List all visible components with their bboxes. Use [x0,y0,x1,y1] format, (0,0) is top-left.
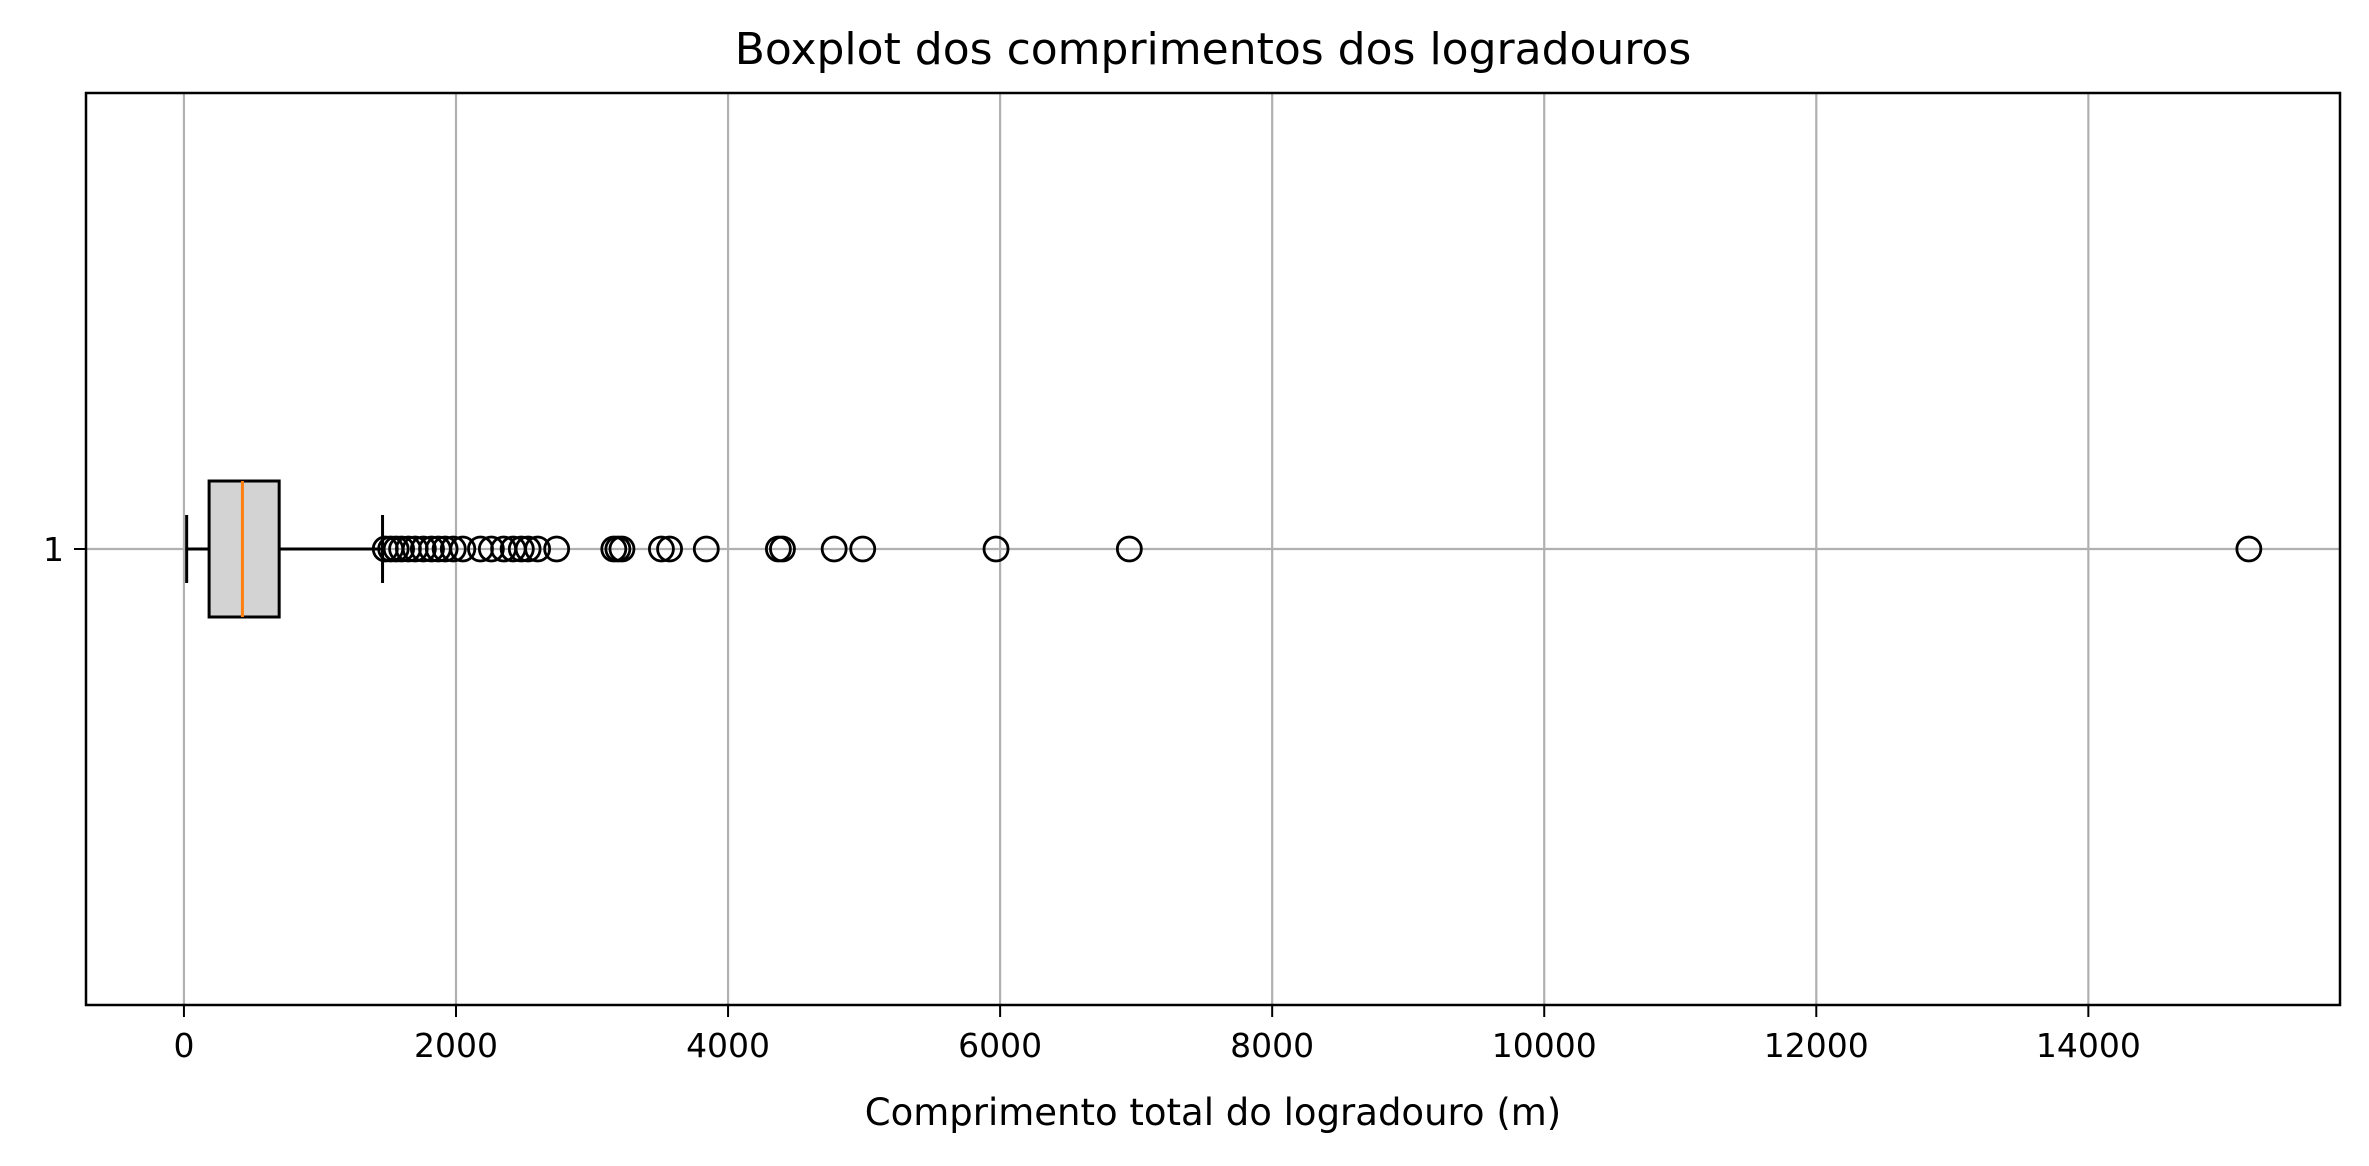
outlier-point [820,535,848,563]
chart-title: Boxplot dos comprimentos dos logradouros [735,24,1692,75]
outlier-point [388,535,415,563]
axis-ticks: 0 2000 4000 6000 8000 10000 12000 14000 1 [43,530,2141,1065]
box-elements [185,479,385,619]
outlier-point [507,535,535,563]
x-tick-label: 4000 [686,1026,770,1065]
outlier-point [514,535,542,563]
outlier-point [418,535,445,563]
x-tick-label: 14000 [2036,1026,2141,1065]
outlier-point [409,535,437,563]
outlier-point [543,535,571,563]
outlier-point [769,535,796,563]
outlier-point [648,535,675,563]
grid-lines [86,93,2340,1005]
outlier-point [524,535,552,563]
x-tick-label: 8000 [1230,1026,1314,1065]
outlier-point [477,535,505,563]
x-tick-label: 10000 [1492,1026,1597,1065]
x-tick-label: 2000 [414,1026,498,1065]
iqr-box [207,479,281,619]
outlier-point [656,535,683,563]
x-tick-label: 6000 [958,1026,1042,1065]
x-axis-label: Comprimento total do logradouro (m) [865,1091,1561,1134]
y-tick-label: 1 [43,530,64,569]
x-tick-label: 0 [173,1026,194,1065]
outlier-point [608,535,636,563]
outlier-point [849,535,877,563]
outlier-point [692,535,720,563]
outlier-point [431,535,459,563]
x-tick-label: 12000 [1764,1026,1869,1065]
outlier-point [982,535,1010,563]
outlier-point [449,535,477,563]
outlier-points [371,535,2263,563]
outlier-point [1115,535,1143,563]
outlier-point [439,535,467,563]
outlier-point [2235,535,2263,563]
